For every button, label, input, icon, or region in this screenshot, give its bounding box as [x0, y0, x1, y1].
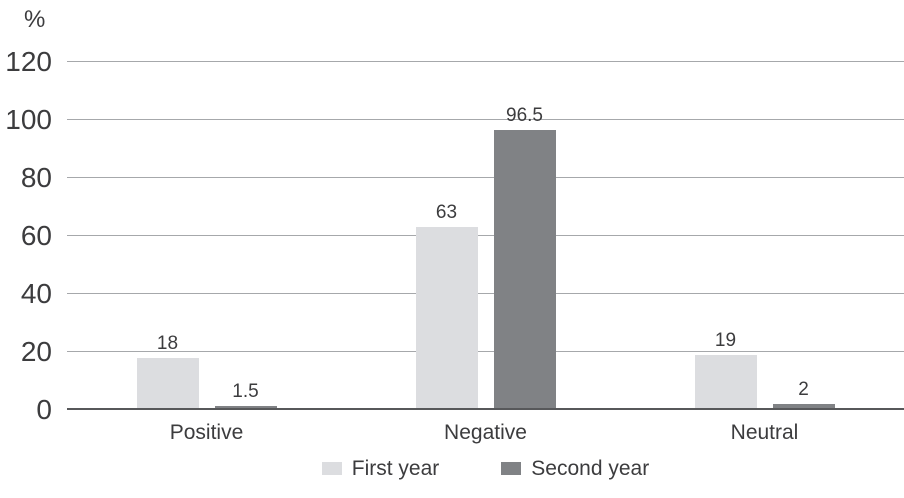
- value-label: 1.5: [232, 380, 259, 402]
- y-tick-label: 100: [5, 104, 52, 135]
- bar-second-year-positive: 1.5: [214, 382, 277, 410]
- gridline: [67, 61, 904, 62]
- y-tick-label: 60: [20, 220, 52, 251]
- y-axis-unit-label: %: [24, 6, 46, 33]
- y-tick-label: 20: [20, 336, 52, 367]
- plot-area: 0 20 40 60 80 100 120 18 1.5 Positive 63 96.5 Negati…: [5, 48, 904, 443]
- value-label: 2: [798, 379, 809, 401]
- legend-label: First year: [351, 457, 440, 480]
- value-label: 63: [435, 202, 458, 224]
- gridline: [67, 351, 904, 352]
- y-tick-label: 120: [5, 46, 52, 77]
- legend: First year Second year: [67, 458, 904, 479]
- gridline: [67, 119, 904, 120]
- legend-label: Second year: [531, 457, 650, 480]
- bar-second-year-negative: 96.5: [493, 106, 556, 410]
- gridline: [67, 177, 904, 178]
- value-label: 19: [714, 329, 737, 351]
- gridline: [67, 235, 904, 236]
- value-label: 96.5: [506, 105, 543, 127]
- category-label-negative: Negative: [444, 421, 527, 444]
- x-axis-line: [67, 408, 904, 410]
- legend-item-first-year: First year: [321, 457, 440, 480]
- gridline: [67, 293, 904, 294]
- y-tick-label: 80: [20, 162, 52, 193]
- bar-first-year-neutral: 19: [694, 331, 757, 410]
- bar-first-year-negative: 63: [415, 203, 478, 410]
- bar-group-neutral: 19 2 Neutral: [694, 62, 835, 443]
- legend-item-second-year: Second year: [501, 458, 649, 479]
- legend-swatch-icon: [501, 462, 522, 475]
- value-label: 18: [156, 332, 179, 354]
- bar-group-positive: 18 1.5 Positive: [136, 62, 277, 443]
- bar-groups: 18 1.5 Positive 63 96.5 Negative 19 2 Neutral: [67, 62, 904, 443]
- category-label-neutral: Neutral: [730, 421, 799, 444]
- bar-group-negative: 63 96.5 Negative: [415, 62, 556, 443]
- bar-first-year-positive: 18: [136, 334, 199, 410]
- legend-swatch-icon: [321, 462, 342, 475]
- category-label-positive: Positive: [169, 421, 244, 444]
- bar-second-year-neutral: 2: [772, 380, 835, 410]
- y-tick-label: 40: [20, 278, 52, 309]
- y-tick-label: 0: [36, 394, 52, 425]
